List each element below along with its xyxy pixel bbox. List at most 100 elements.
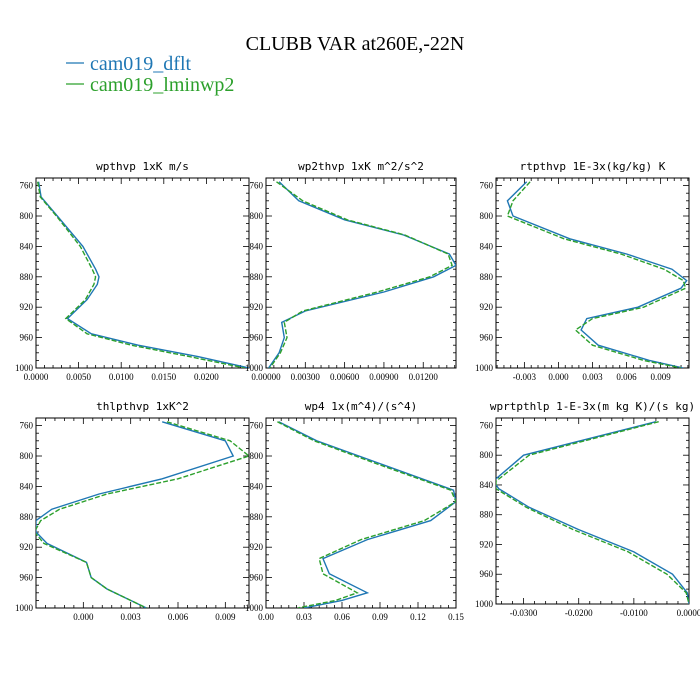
y-tick-label: 920 [20,542,34,552]
panel-frame [495,417,690,605]
series-line-cam019_lminwp2 [37,181,245,368]
series-line-cam019_lminwp2 [496,421,689,604]
y-tick-label: 800 [20,451,34,461]
series-line-cam019_lminwp2 [506,181,687,368]
x-tick-label: 0.000 [73,612,94,622]
y-tick-label: 840 [20,241,34,251]
y-tick-label: 920 [480,539,494,549]
x-tick-label: 0.009 [650,372,671,382]
x-tick-label: -0.0200 [565,608,593,618]
y-tick-label: 760 [480,181,494,191]
panel-frame [265,417,457,609]
x-tick-label: 0.006 [168,612,189,622]
x-tick-label: 0.0000 [677,608,700,618]
x-tick-label: -0.0300 [510,608,538,618]
panel-5: wprtpthlp 1-E-3x(m kg K)/(s kg) 760 800 840… [475,400,700,618]
panel-title: wp4 1x(m^4)/(s^4) [305,400,418,413]
x-tick-label: 0.01200 [409,372,439,382]
series-line-cam019_lminwp2 [36,421,249,608]
y-tick-label: 1000 [475,363,494,373]
x-tick-label: 0.03 [296,612,312,622]
y-tick-label: 760 [480,420,494,430]
series-group [277,421,456,608]
y-tick-label: 760 [20,421,34,431]
y-tick-label: 800 [480,450,494,460]
x-tick-label: 0.00600 [330,372,360,382]
y-tick-label: 800 [20,211,34,221]
y-tick-label: 840 [480,241,494,251]
y-tick-label: 960 [480,333,494,343]
series-line-cam019_dflt [37,181,249,368]
series-line-cam019_dflt [506,181,688,368]
x-tick-label: 0.0200 [194,372,219,382]
x-tick-label: 0.00 [258,612,274,622]
y-tick-label: 920 [20,302,34,312]
x-tick-label: 0.00900 [369,372,399,382]
y-tick-label: 960 [20,573,34,583]
series-group [36,421,249,608]
series-group [496,421,689,604]
legend-label-lminwp2: cam019_lminwp2 [90,74,234,96]
panel-frame [35,417,250,609]
series-line-cam019_dflt [268,181,456,368]
y-tick-label: 960 [480,569,494,579]
x-tick-label: -0.003 [513,372,537,382]
legend-label-dflt: cam019_dflt [90,53,192,75]
y-tick-label: 960 [250,333,264,343]
x-tick-label: 0.06 [334,612,350,622]
series-line-cam019_dflt [278,421,456,608]
y-tick-label: 840 [480,480,494,490]
y-tick-label: 880 [480,510,494,520]
x-tick-label: 0.006 [616,372,637,382]
y-tick-label: 760 [250,181,264,191]
x-tick-label: 0.00000 [251,372,281,382]
series-group [37,181,249,368]
x-tick-label: 0.09 [372,612,388,622]
x-tick-label: 0.0050 [66,372,91,382]
y-tick-label: 880 [250,512,264,522]
x-tick-label: 0.0100 [109,372,134,382]
y-tick-label: 800 [250,451,264,461]
series-group [506,181,688,368]
y-tick-label: 880 [480,272,494,282]
y-tick-label: 840 [250,241,264,251]
series-line-cam019_dflt [36,421,235,608]
panel-title: wpthvp 1xK m/s [96,160,189,173]
legend: cam019_dflt cam019_lminwp2 [66,53,234,96]
y-tick-label: 880 [20,512,34,522]
y-tick-label: 920 [250,542,264,552]
x-tick-label: 0.003 [582,372,603,382]
x-tick-label: 0.12 [410,612,426,622]
series-line-cam019_lminwp2 [277,421,456,608]
y-tick-label: 800 [480,211,494,221]
x-tick-label: 0.003 [121,612,142,622]
panel-title: wprtpthlp 1-E-3x(m kg K)/(s kg) [490,400,695,413]
y-tick-label: 840 [20,481,34,491]
x-tick-label: 0.15 [448,612,464,622]
y-tick-label: 1000 [15,363,34,373]
panel-4: wp4 1x(m^4)/(s^4)76080084088092096010000… [245,400,464,622]
panel-title: wp2thvp 1xK m^2/s^2 [298,160,424,173]
y-tick-label: 960 [20,333,34,343]
y-tick-label: 1000 [245,363,264,373]
x-tick-label: 0.009 [215,612,236,622]
panel-0: wpthvp 1xK m/s76080084088092096010000.00… [15,160,250,382]
y-tick-label: 920 [250,302,264,312]
x-tick-label: 0.00300 [291,372,321,382]
y-tick-label: 1000 [245,603,264,613]
y-tick-label: 840 [250,481,264,491]
figure-title: CLUBB VAR at260E,-22N [246,33,465,55]
panel-title: thlpthvp 1xK^2 [96,400,189,413]
y-tick-label: 880 [250,272,264,282]
y-tick-label: 880 [20,272,34,282]
x-tick-label: -0.0100 [620,608,648,618]
panel-frame [35,177,250,369]
y-tick-label: 920 [480,302,494,312]
panel-3: thlpthvp 1xK^2 760 800 840 880 920 960 1000 0.00… [15,400,250,622]
y-tick-label: 1000 [475,599,494,609]
x-tick-label: 0.0000 [24,372,49,382]
panel-title: rtpthvp 1E-3x(kg/kg) K [520,160,666,173]
panel-1: wp2thvp 1xK m^2/s^2 760 800 840 880 920 960 100… [245,160,457,382]
panel-2: rtpthvp 1E-3x(kg/kg) K 760 800 840 880 920 960… [475,160,690,382]
